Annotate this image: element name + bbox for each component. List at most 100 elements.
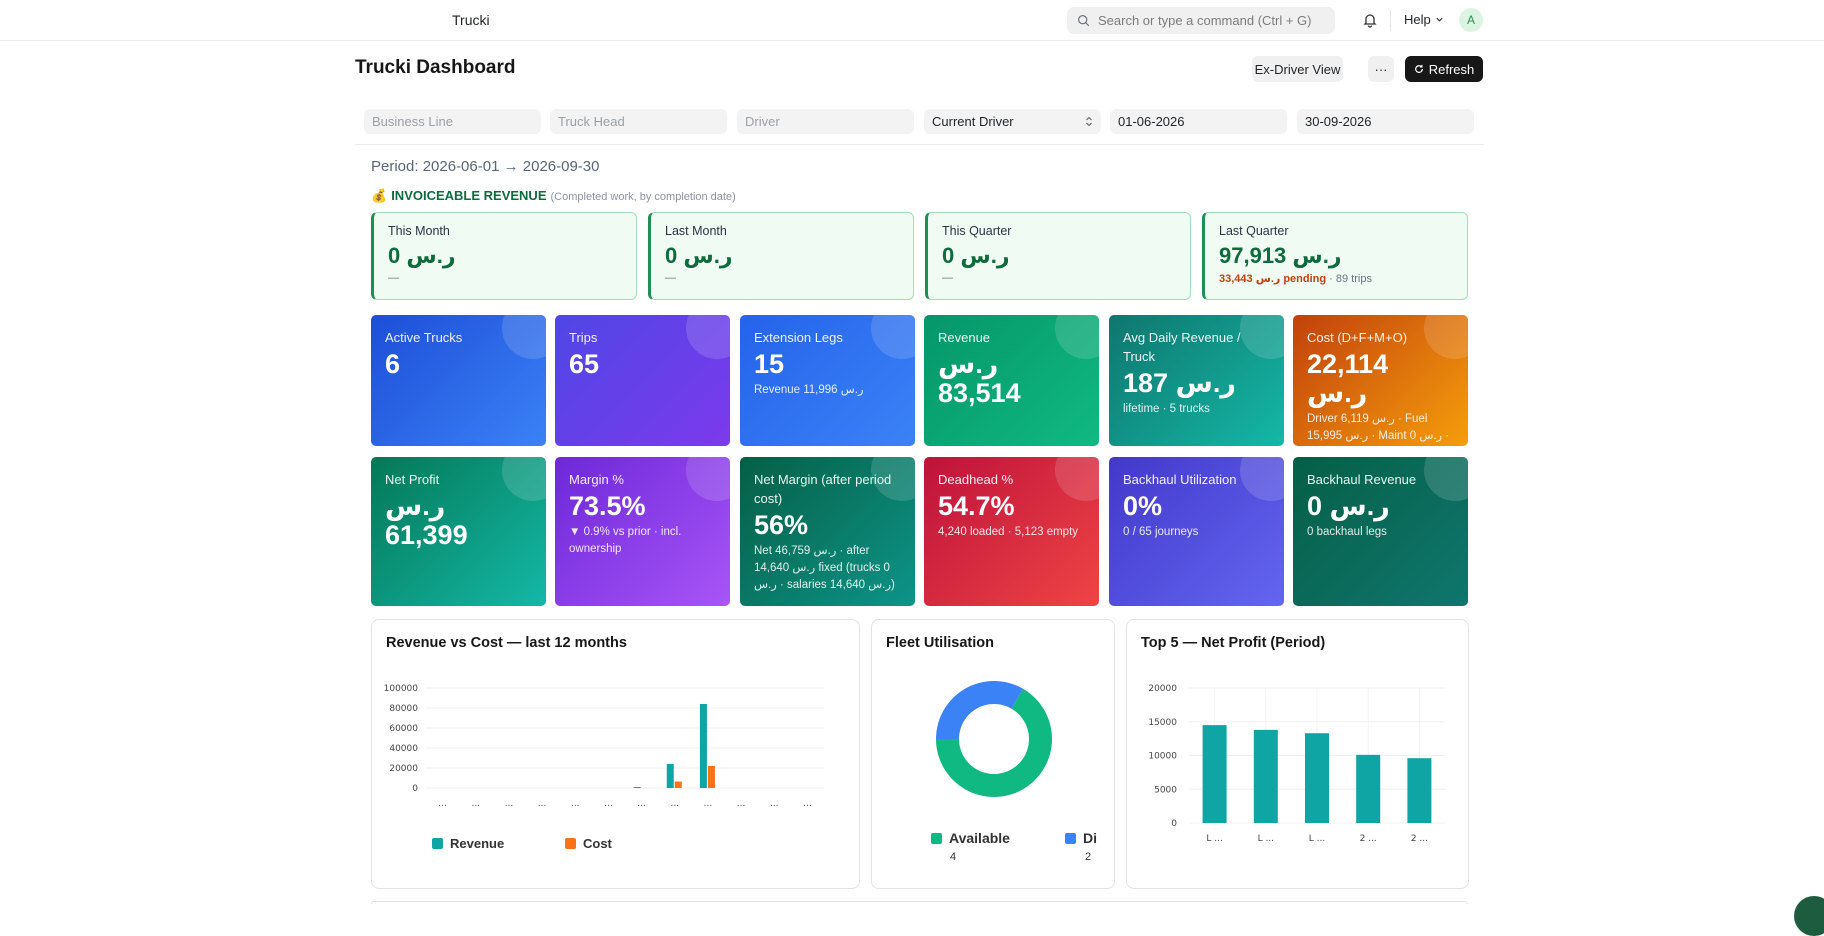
kpi-sub: 0 / 65 journeys: [1123, 526, 1199, 538]
kpi-revenue: Revenue ر.س 83,514: [924, 315, 1099, 446]
x-tick-label: ...: [803, 799, 812, 809]
help-dropdown[interactable]: Help: [1404, 12, 1444, 27]
card-label: Last Quarter: [1219, 224, 1289, 238]
invoiceable-card-this-month: This Month 0 ر.س —: [371, 212, 637, 300]
y-tick-label: 20000: [389, 764, 418, 774]
card-value: 0 ر.س: [388, 243, 456, 268]
kpi-value: ر.س 61,399: [385, 491, 468, 550]
search-input[interactable]: [1098, 13, 1328, 28]
chevron-down-icon: [1436, 17, 1443, 22]
y-tick-label: 15000: [1148, 718, 1177, 728]
legend-label: Cost: [583, 836, 612, 851]
ex-driver-view-button[interactable]: Ex-Driver View: [1252, 56, 1343, 82]
bar-cost: [707, 766, 715, 788]
y-tick-label: 80000: [389, 704, 418, 714]
kpi-value: 22,114 ر.س: [1307, 349, 1389, 408]
driver-scope-value: Current Driver: [932, 114, 1014, 129]
card-label: This Month: [388, 224, 450, 238]
invoiceable-card-last-month: Last Month 0 ر.س —: [648, 212, 914, 300]
kpi-trips: Trips 65: [555, 315, 730, 446]
more-options-button[interactable]: ···: [1368, 56, 1394, 82]
bar-net-profit: [1356, 754, 1381, 823]
kpi-value: 65: [569, 349, 600, 379]
bar-revenue: [666, 764, 674, 788]
kpi-sub: Revenue 11,996 ر.س: [754, 384, 864, 396]
floating-action-button[interactable]: [1794, 896, 1824, 936]
kpi-label: Avg Daily Revenue / Truck: [1123, 330, 1241, 364]
kpi-value: ر.س 83,514: [938, 349, 1021, 408]
card-note: —: [665, 272, 676, 284]
truck-head-filter[interactable]: Truck Head: [550, 109, 727, 134]
avatar[interactable]: A: [1459, 8, 1483, 32]
driver-scope-select[interactable]: Current Driver: [924, 109, 1101, 134]
business-line-filter[interactable]: Business Line: [364, 109, 541, 134]
kpi-label: Net Profit: [385, 472, 440, 487]
kpi-sub: Net 46,759 ر.س · after 14,640 ر.س fixed …: [754, 545, 895, 591]
kpi-sub: ▼ 0.9% vs prior · incl. ownership: [569, 526, 682, 555]
kpi-deadhead: Deadhead % 54.7% 4,240 loaded · 5,123 em…: [924, 457, 1099, 606]
card-label: This Quarter: [942, 224, 1012, 238]
legend-value: 4: [950, 851, 957, 863]
search-bar[interactable]: [1067, 7, 1335, 34]
bar-revenue: [699, 704, 707, 788]
kpi-avg-daily-revenue: Avg Daily Revenue / Truck 187 ر.س lifeti…: [1109, 315, 1284, 446]
refresh-icon: [1414, 64, 1423, 73]
fleet-donut-chart: [936, 681, 1052, 797]
legend-swatch: [565, 838, 576, 849]
x-tick-label: ...: [571, 799, 580, 809]
legend-swatch: [931, 832, 942, 844]
y-tick-label: 60000: [389, 724, 418, 734]
help-label: Help: [1404, 12, 1431, 27]
kpi-label: Margin %: [569, 472, 624, 487]
card-value: 0 ر.س: [942, 243, 1010, 268]
legend-value: 2: [1085, 851, 1092, 863]
kpi-label: Deadhead %: [938, 472, 1014, 487]
y-tick-label: 5000: [1154, 785, 1177, 795]
kpi-sub: lifetime · 5 trucks: [1123, 403, 1210, 415]
legend-second-slice[interactable]: Di: [1065, 830, 1097, 846]
donut-slice-di: [936, 681, 1023, 739]
kpi-label: Backhaul Revenue: [1307, 472, 1417, 487]
select-chevron-icon: [1086, 116, 1092, 127]
legend-label: Di: [1083, 830, 1097, 846]
kpi-active-trucks: Active Trucks 6: [371, 315, 546, 446]
kpi-label: Active Trucks: [385, 330, 463, 345]
y-tick-label: 0: [412, 784, 418, 794]
kpi-net-margin: Net Margin (after period cost) 56% Net 4…: [740, 457, 915, 606]
card-note: 33,443 ر.س pending · 89 trips: [1219, 272, 1467, 285]
legend-revenue[interactable]: Revenue: [432, 836, 504, 851]
panel-title: Top 5 — Net Profit (Period): [1141, 635, 1326, 651]
kpi-sub: 4,240 loaded · 5,123 empty: [938, 526, 1079, 538]
kpi-cost: Cost (D+F+M+O) 22,114 ر.س Driver 6,119 ر…: [1293, 315, 1468, 446]
x-tick-label: ...: [670, 799, 679, 809]
x-tick-label: ...: [704, 799, 713, 809]
legend-cost[interactable]: Cost: [565, 836, 612, 851]
notification-bell-icon[interactable]: [1362, 12, 1378, 28]
page-title: Trucki Dashboard: [355, 57, 516, 78]
kpi-value: 54.7%: [938, 491, 1015, 521]
period-label: Period: 2026-06-01 → 2026-09-30: [371, 158, 600, 175]
revenue-cost-chart: 0 20000 40000 60000 80000 100000.............…: [384, 684, 824, 809]
driver-filter[interactable]: Driver: [737, 109, 914, 134]
kpi-margin: Margin % 73.5% ▼ 0.9% vs prior · incl. o…: [555, 457, 730, 606]
next-panel-edge: [371, 901, 1468, 904]
top5-net-profit-chart: 0 5000 10000 15000 20000 L ... L ... L ... 2 ...…: [1148, 684, 1445, 844]
bar-net-profit: [1202, 725, 1227, 823]
pending-amount: 33,443 ر.س pending: [1219, 273, 1327, 285]
panel-title: Revenue vs Cost — last 12 months: [386, 635, 627, 651]
to-date-field[interactable]: 30-09-2026: [1297, 109, 1474, 134]
kpi-value: 56%: [754, 510, 809, 540]
kpi-backhaul-utilization: Backhaul Utilization 0% 0 / 65 journeys: [1109, 457, 1284, 606]
kpi-label: Backhaul Utilization: [1123, 472, 1237, 487]
y-tick-label: 100000: [384, 684, 419, 694]
kpi-value: 187 ر.س: [1123, 368, 1236, 398]
refresh-button[interactable]: Refresh: [1405, 56, 1483, 82]
refresh-label: Refresh: [1428, 61, 1475, 77]
legend-available[interactable]: Available: [931, 830, 1010, 846]
app-brand[interactable]: Trucki: [452, 12, 490, 28]
card-note: —: [388, 272, 399, 284]
from-date-field[interactable]: 01-06-2026: [1110, 109, 1287, 134]
legend-swatch: [432, 838, 443, 849]
kpi-value: 0 ر.س: [1307, 491, 1390, 521]
navbar-divider: [1390, 10, 1391, 31]
